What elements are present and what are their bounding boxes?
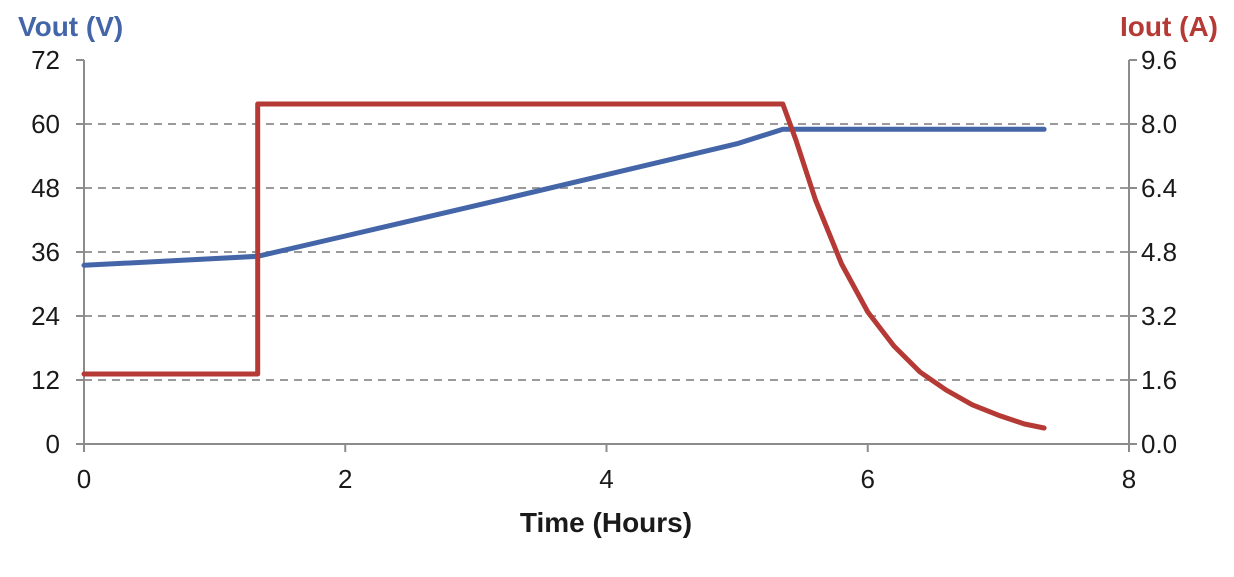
right-y-tick-label: 9.6 [1141,45,1177,75]
series-lines [81,101,1047,431]
right-y-tick-label: 1.6 [1141,365,1177,395]
left-axis-title: Vout (V) [18,11,123,42]
left-y-tick-label: 0 [46,429,60,459]
right-axis-title: Iout (A) [1120,11,1218,42]
x-tick-label: 8 [1122,464,1136,494]
right-y-tick-label: 8.0 [1141,109,1177,139]
left-y-tick-label: 48 [31,173,60,203]
axes [76,59,1137,452]
left-y-tick-label: 12 [31,365,60,395]
grid-lines [84,123,1129,381]
iout-series-line [81,101,1047,431]
x-tick-label: 0 [77,464,91,494]
left-y-tick-label: 24 [31,301,60,331]
left-y-tick-label: 72 [31,45,60,75]
right-y-tick-label: 4.8 [1141,237,1177,267]
x-tick-label: 4 [599,464,613,494]
x-axis-title: Time (Hours) [520,507,692,538]
x-tick-label: 6 [861,464,875,494]
vout-series-line [81,126,1047,268]
right-y-tick-label: 0.0 [1141,429,1177,459]
right-y-tick-label: 6.4 [1141,173,1177,203]
left-y-tick-label: 36 [31,237,60,267]
left-y-tick-label: 60 [31,109,60,139]
right-y-tick-label: 3.2 [1141,301,1177,331]
x-tick-label: 2 [338,464,352,494]
